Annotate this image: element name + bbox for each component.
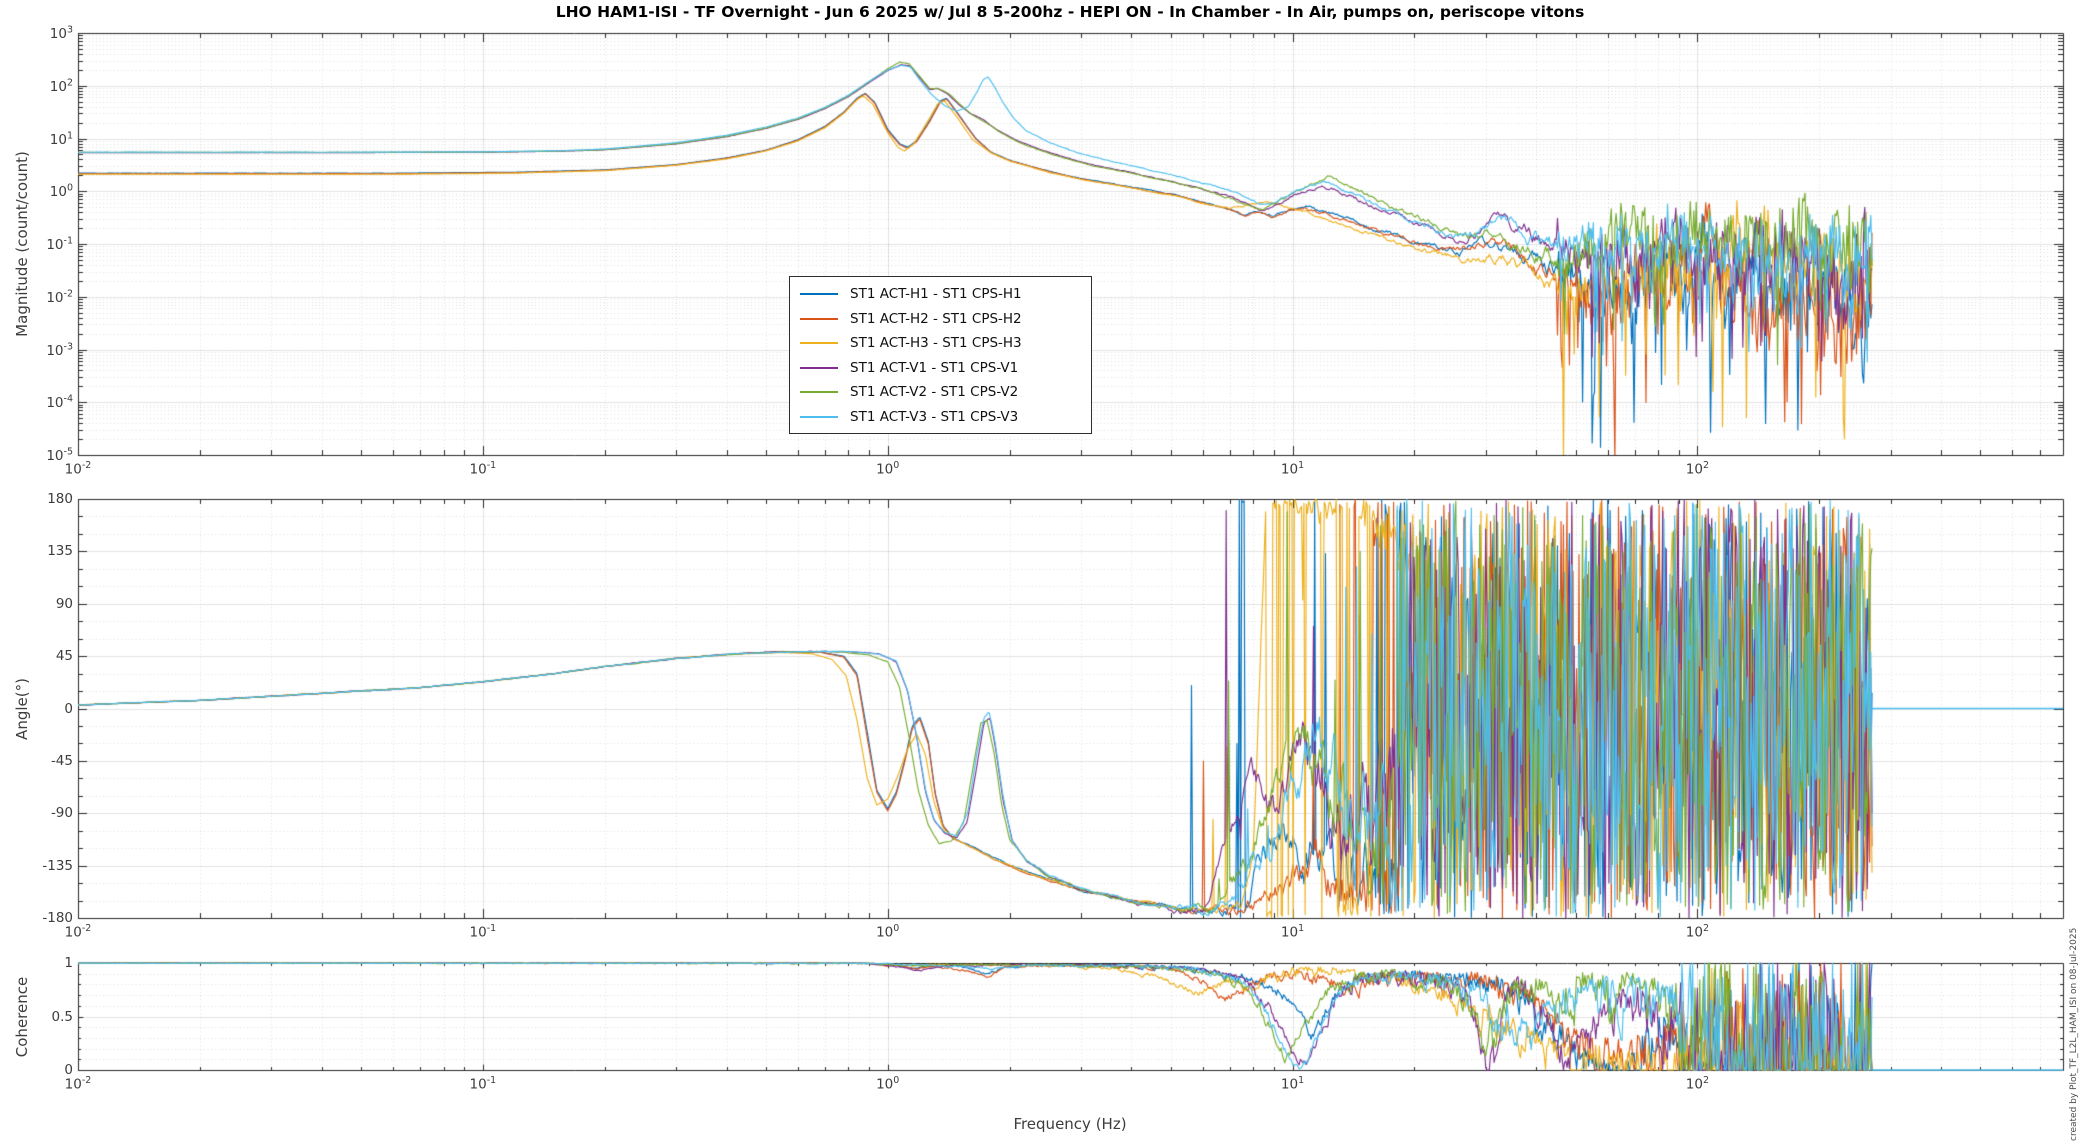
- legend-label: ST1 ACT-V2 - ST1 CPS-V2: [850, 384, 1019, 401]
- x-tick-label: 102: [1685, 923, 1709, 941]
- legend-item: ST1 ACT-V3 - ST1 CPS-V3: [790, 405, 1091, 430]
- x-tick-label: 10-2: [64, 460, 92, 478]
- x-tick-label: 10-1: [469, 1075, 497, 1093]
- angle-tick-label: 90: [55, 595, 73, 612]
- angle-tick-label: -45: [50, 752, 73, 769]
- plot-title: LHO HAM1-ISI - TF Overnight - Jun 6 2025…: [555, 3, 1585, 21]
- x-tick-label: 101: [1280, 460, 1305, 478]
- angle-tick-label: -90: [50, 805, 73, 822]
- x-tick-label: 102: [1685, 460, 1709, 478]
- magnitude-tick-label: 10-4: [46, 393, 73, 412]
- angle-tick-label: -135: [42, 857, 73, 874]
- angle-tick-label: 45: [55, 648, 73, 665]
- legend-label: ST1 ACT-V1 - ST1 CPS-V1: [850, 359, 1019, 376]
- legend-label: ST1 ACT-H1 - ST1 CPS-H1: [850, 286, 1022, 303]
- legend-item: ST1 ACT-H1 - ST1 CPS-H1: [790, 282, 1091, 307]
- legend-item: ST1 ACT-V1 - ST1 CPS-V1: [790, 356, 1091, 381]
- magnitude-tick-label: 10-1: [46, 235, 73, 253]
- magnitude-tick-label: 101: [49, 129, 73, 148]
- x-tick-label: 100: [876, 460, 900, 478]
- angle-tick-label: 135: [47, 543, 73, 560]
- x-tick-label: 10-1: [469, 460, 497, 478]
- x-tick-label: 10-2: [64, 1075, 92, 1093]
- x-tick-label: 10-2: [64, 923, 92, 941]
- coherence-tick-label: 0.5: [51, 1008, 73, 1025]
- x-tick-label: 102: [1685, 1075, 1709, 1093]
- angle-tick-label: 0: [64, 700, 73, 717]
- legend-line-swatch: [800, 342, 838, 345]
- x-tick-label: 10-1: [469, 923, 497, 941]
- magnitude-tick-label: 10-5: [46, 446, 73, 464]
- legend-item: ST1 ACT-V2 - ST1 CPS-V2: [790, 380, 1091, 405]
- magnitude-tick-label: 10-2: [46, 288, 73, 306]
- coherence-tick-label: 1: [64, 955, 73, 971]
- legend-label: ST1 ACT-V3 - ST1 CPS-V3: [850, 408, 1019, 425]
- legend-label: ST1 ACT-H2 - ST1 CPS-H2: [850, 310, 1022, 327]
- magnitude-tick-label: 10-3: [46, 340, 73, 359]
- magnitude-tick-label: 102: [49, 77, 73, 95]
- legend-item: ST1 ACT-H2 - ST1 CPS-H2: [790, 307, 1091, 332]
- legend-line-swatch: [800, 391, 838, 394]
- legend-item: ST1 ACT-H3 - ST1 CPS-H3: [790, 331, 1091, 356]
- angle-tick-label: -180: [42, 910, 73, 926]
- legend-line-swatch: [800, 366, 838, 369]
- legend-line-swatch: [800, 293, 838, 296]
- angle-tick-label: 180: [47, 491, 73, 507]
- x-tick-label: 100: [876, 1075, 900, 1093]
- x-tick-label: 101: [1280, 923, 1305, 941]
- legend: ST1 ACT-H1 - ST1 CPS-H1 ST1 ACT-H2 - ST1 …: [789, 276, 1092, 434]
- magnitude-tick-label: 100: [49, 182, 73, 201]
- watermark-text: created by Plot_TF_L2L_HAM_ISI on 08-Jul…: [2069, 927, 2079, 1141]
- legend-label: ST1 ACT-H3 - ST1 CPS-H3: [850, 335, 1022, 352]
- x-tick-label: 101: [1280, 1075, 1305, 1093]
- legend-line-swatch: [800, 415, 838, 418]
- magnitude-tick-label: 103: [49, 24, 73, 42]
- x-tick-label: 100: [876, 923, 900, 941]
- legend-line-swatch: [800, 317, 838, 320]
- frequency-axis-label: Frequency (Hz): [1013, 1115, 1127, 1133]
- coherence-tick-label: 0: [64, 1062, 73, 1078]
